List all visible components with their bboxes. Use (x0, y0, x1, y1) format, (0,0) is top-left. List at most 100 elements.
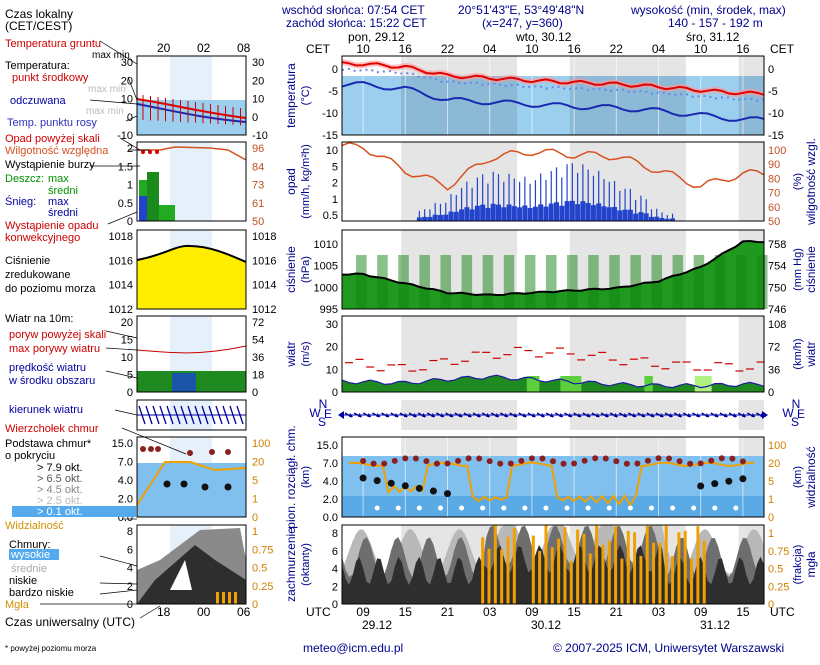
precip-bar-max (418, 210, 420, 221)
fog-bar (493, 525, 497, 604)
legend-cloud-top: Wierzchołek chmur (5, 423, 99, 435)
utc-hour: 21 (441, 605, 455, 619)
mini-y-tick: 1016 (109, 255, 133, 267)
cloud-base-dot (725, 477, 733, 485)
mini-panels: 3020100-103020100-1021.510.5096847361501… (40, 40, 276, 619)
cloud-top-dot (433, 460, 440, 467)
mini-y-tick-right: 73 (252, 180, 264, 192)
legend-wind-dir: kierunek wiatru (9, 404, 83, 416)
mini-wind-arrow (208, 405, 216, 425)
mini-y-tick: 10 (121, 352, 133, 364)
mini-y-tick-right: 1016 (252, 255, 276, 267)
precip-bar-max (577, 172, 579, 221)
wind-speed-highlight (694, 376, 712, 392)
mini-y-tick-right: 0 (252, 112, 258, 124)
cloud-top-dot (528, 455, 535, 462)
pressure-stripe (482, 255, 494, 309)
legend-dew: Temp. punktu rosy (7, 117, 97, 129)
cloud-top-dot (729, 455, 736, 462)
y-tick-right: 90 (768, 159, 780, 171)
precip-bar-max (455, 194, 457, 221)
humidity-line (341, 142, 765, 191)
temperature-line (341, 61, 765, 96)
mini-y-tick: 10 (121, 94, 133, 106)
cloud-top-dot (381, 460, 388, 467)
fog-bar (601, 544, 605, 604)
wind-arrowhead (641, 413, 646, 417)
mini-visibility-line (136, 461, 247, 506)
y-axis-right-unit: (frakcja) (792, 545, 804, 585)
legend-leader-line (99, 589, 138, 595)
cloud-top-dot (370, 460, 377, 467)
precip-bar-max (497, 174, 500, 221)
mini-y-tick-right: -10 (252, 130, 268, 142)
wind-direction-panel: N NW WS SE E (309, 397, 805, 430)
precip-bar-max (518, 181, 521, 221)
legend-leader-line (114, 409, 138, 416)
mini-y-tick: 1 (127, 180, 133, 192)
pressure-stripe (356, 255, 367, 309)
panel-frame (341, 524, 765, 605)
fog-bar (620, 558, 624, 604)
cloud-base-dot (444, 490, 451, 498)
direction-end-arrow (762, 411, 768, 419)
cloud-base-dot-light (564, 505, 570, 511)
legend-snow-max: max (48, 196, 69, 208)
cloud-base-dot-light (459, 505, 465, 511)
legend-rain: Deszcz: (5, 173, 44, 185)
mini-frame (136, 436, 247, 518)
compass-right-s: S (791, 415, 799, 429)
wind-arrowhead (614, 413, 619, 417)
y-tick-right: 108 (768, 319, 786, 331)
fog-bar (633, 532, 637, 604)
legend-leader-line (89, 99, 138, 105)
pressure-line (342, 239, 765, 297)
precip-bar-max (661, 212, 663, 221)
cloud-top-dot (539, 455, 546, 462)
y-axis-right-unit: (km) (792, 466, 804, 488)
wind-arrowhead (586, 413, 591, 417)
y-tick-right: -10 (768, 108, 784, 120)
mini-y-tick: 20 (121, 75, 133, 87)
precip-bar-max (619, 190, 621, 221)
visibility-line (348, 461, 755, 508)
precip-bar-max (587, 169, 589, 221)
mini-frame (136, 141, 247, 222)
legend-wind-mean-2: w środku obszaru (8, 375, 95, 387)
mini-hour-bottom-3: 06 (237, 605, 251, 619)
pressure-stripe (672, 255, 684, 309)
mini-fog-bar (216, 592, 219, 604)
fog-bar (639, 555, 643, 604)
utc-label-left: UTC (306, 605, 331, 619)
elevation-title: wysokość (min, środek, max) (630, 3, 786, 17)
wind-arrowhead (595, 413, 600, 417)
y-tick: 1005 (314, 261, 338, 273)
precip-bar-max (561, 177, 563, 221)
mini-compass-panel (136, 399, 247, 431)
utc-hour: 09 (525, 605, 539, 619)
pressure-stripe (693, 255, 705, 309)
mini-cloud-base (201, 483, 209, 491)
precip-bar-max (603, 179, 605, 221)
legend-okt-01-bg (12, 506, 136, 517)
y-axis-unit: (m/s) (300, 341, 312, 366)
day-label-2: wto, 30.12 (515, 30, 572, 44)
precip-bar-max (545, 179, 547, 221)
cloud-top-dot (676, 458, 683, 465)
legend-ground-maxmin: max min (92, 50, 130, 61)
fog-bar (563, 526, 567, 604)
wind-arrowhead (504, 413, 509, 417)
legend-leader-line (105, 330, 138, 339)
legend-clouds: Chmury: (9, 539, 51, 551)
mini-wind-arrow (138, 405, 146, 425)
precip-bar-max (466, 181, 468, 221)
panel-frame (341, 229, 765, 310)
wind-speed-line (341, 374, 765, 389)
legend-rain-mean: średni (48, 185, 78, 197)
wind-arrowhead (513, 413, 518, 417)
footer-email[interactable]: meteo@icm.edu.pl (303, 641, 403, 655)
cloud-base-dot-light (733, 505, 739, 511)
y-tick: 2 (332, 178, 338, 190)
mini-y-tick: 1012 (109, 304, 133, 316)
